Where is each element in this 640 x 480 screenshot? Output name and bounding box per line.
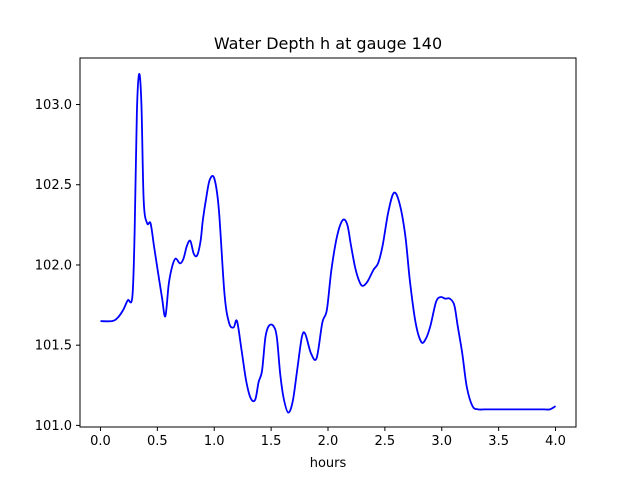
x-tick-label: 3.0 — [431, 434, 452, 449]
x-tick-label: 3.5 — [488, 434, 509, 449]
chart-title: Water Depth h at gauge 140 — [214, 34, 442, 53]
y-axis: 101.0 101.5 102.0 102.5 103.0 — [35, 98, 80, 434]
series-line-0 — [100, 73, 556, 414]
x-axis: 0.0 0.5 1.0 1.5 2.0 2.5 3.0 3.5 4.0 — [90, 427, 566, 449]
y-tick-label: 103.0 — [35, 98, 72, 113]
x-tick-label: 0.0 — [90, 434, 111, 449]
x-tick-label: 2.5 — [375, 434, 396, 449]
x-tick-label: 0.5 — [147, 434, 168, 449]
x-tick-label: 2.0 — [318, 434, 339, 449]
x-tick-label: 4.0 — [545, 434, 566, 449]
plot-area — [100, 73, 556, 414]
y-tick-label: 101.0 — [35, 419, 72, 434]
x-tick-label: 1.0 — [204, 434, 225, 449]
x-tick-label: 1.5 — [261, 434, 282, 449]
x-axis-label: hours — [310, 456, 347, 471]
y-tick-label: 102.5 — [35, 178, 72, 193]
y-tick-label: 101.5 — [35, 339, 72, 354]
y-tick-label: 102.0 — [35, 258, 72, 273]
